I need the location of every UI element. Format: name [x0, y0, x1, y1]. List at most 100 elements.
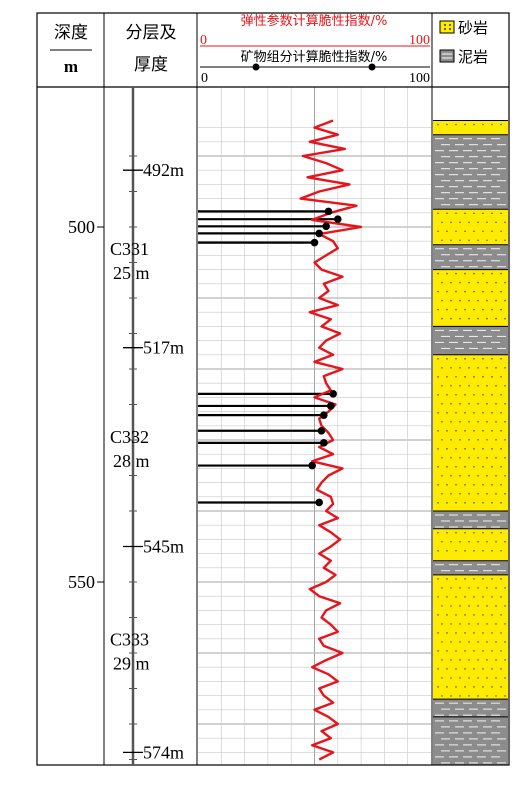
sand-dot: [473, 596, 475, 598]
sand-dot: [468, 299, 470, 302]
sand-dot: [477, 493, 479, 495]
sand-dot: [491, 632, 493, 634]
sand-dot: [459, 641, 461, 643]
frame: [36, 12, 510, 766]
sand-dot: [504, 457, 506, 459]
sand-dot: [437, 212, 439, 215]
sand-dot: [468, 475, 470, 477]
sand-dot: [491, 549, 493, 552]
sand-dot: [437, 502, 439, 504]
sand-dot: [491, 466, 493, 468]
sand-dot: [446, 686, 448, 688]
sand-dot: [473, 376, 475, 378]
sand-dot: [495, 605, 497, 607]
sand-dot: [486, 641, 488, 643]
sand-dot: [459, 385, 461, 387]
mineral-brittleness-point: [315, 229, 323, 238]
sand-dot: [477, 221, 479, 224]
sand-dot: [491, 376, 493, 378]
sand-dot: [450, 695, 452, 697]
sand-dot: [486, 457, 488, 459]
sand-dot: [486, 403, 488, 405]
sand-dot: [504, 385, 506, 387]
sand-dot: [455, 578, 457, 580]
mudstone-interval: [433, 326, 508, 355]
sand-dot: [459, 421, 461, 423]
sand-dot: [459, 659, 461, 661]
sand-dot: [455, 272, 457, 275]
mudstone-interval: [433, 511, 508, 529]
sand-dot: [455, 376, 457, 378]
sand-dot: [495, 677, 497, 679]
sand-dot: [437, 230, 439, 233]
sand-dot: [500, 430, 502, 432]
sand-dot: [491, 290, 493, 293]
sand-dot: [482, 358, 484, 360]
sand-dot: [477, 403, 479, 405]
sand-dot: [504, 403, 506, 405]
sand-dot: [437, 394, 439, 396]
sand-dot: [441, 493, 443, 495]
elastic-brittleness-curve: [299, 119, 363, 761]
sand-dot: [473, 394, 475, 396]
sand-dot: [495, 695, 497, 697]
sand-dot: [450, 587, 452, 589]
sand-dot: [486, 540, 488, 543]
sand-dot: [482, 632, 484, 634]
sand-dot: [495, 221, 497, 224]
sand-dot: [450, 540, 452, 543]
sand-dot: [455, 308, 457, 311]
sand-dot: [477, 605, 479, 607]
sand-dot: [491, 668, 493, 670]
sand-dot: [455, 614, 457, 616]
mineral-curve-title: 矿物组分计算脆性指数/%: [241, 49, 388, 65]
sand-dot: [459, 475, 461, 477]
mineral-brittleness-point: [320, 439, 328, 447]
sand-dot: [450, 659, 452, 661]
sand-dot: [500, 466, 502, 468]
sand-dot: [504, 540, 506, 543]
sand-dot: [459, 221, 461, 224]
sand-dot: [468, 493, 470, 495]
sand-dot: [464, 578, 466, 580]
sand-dot: [500, 632, 502, 634]
sand-dot: [486, 623, 488, 625]
mineral-brittleness-point: [310, 238, 319, 247]
sand-dot: [482, 230, 484, 233]
sand-dot: [437, 358, 439, 360]
sand-dot: [473, 686, 475, 688]
sand-dot: [500, 290, 502, 293]
sand-dot: [450, 421, 452, 423]
sand-dot: [450, 457, 452, 459]
sand-dot: [437, 430, 439, 432]
sand-dot: [486, 605, 488, 607]
sand-dot: [446, 578, 448, 580]
sand-dot: [464, 596, 466, 598]
sand-dot: [468, 403, 470, 405]
sand-dot: [459, 677, 461, 679]
sand-dot: [473, 358, 475, 360]
sand-dot: [473, 650, 475, 652]
mineral-brittleness-point: [317, 426, 326, 435]
sand-dot: [491, 686, 493, 688]
lithology-column: [433, 120, 508, 765]
sand-dot: [468, 367, 470, 369]
sand-dot: [455, 448, 457, 450]
sand-dot: [473, 502, 475, 504]
sand-dot: [446, 632, 448, 634]
sand-dot: [464, 531, 466, 534]
sand-dot: [491, 484, 493, 486]
sand-dot: [482, 376, 484, 378]
sandstone-interval: [433, 120, 508, 135]
sand-dot: [450, 623, 452, 625]
depth-tick-label: 550: [68, 572, 95, 592]
sand-dot: [504, 239, 506, 242]
sand-dot: [446, 308, 448, 311]
sand-dot: [441, 605, 443, 607]
sand-dot: [464, 394, 466, 396]
mineral-scale-min: 0: [201, 71, 208, 86]
sand-dot: [455, 596, 457, 598]
sand-dot: [495, 457, 497, 459]
sand-dot: [495, 385, 497, 387]
